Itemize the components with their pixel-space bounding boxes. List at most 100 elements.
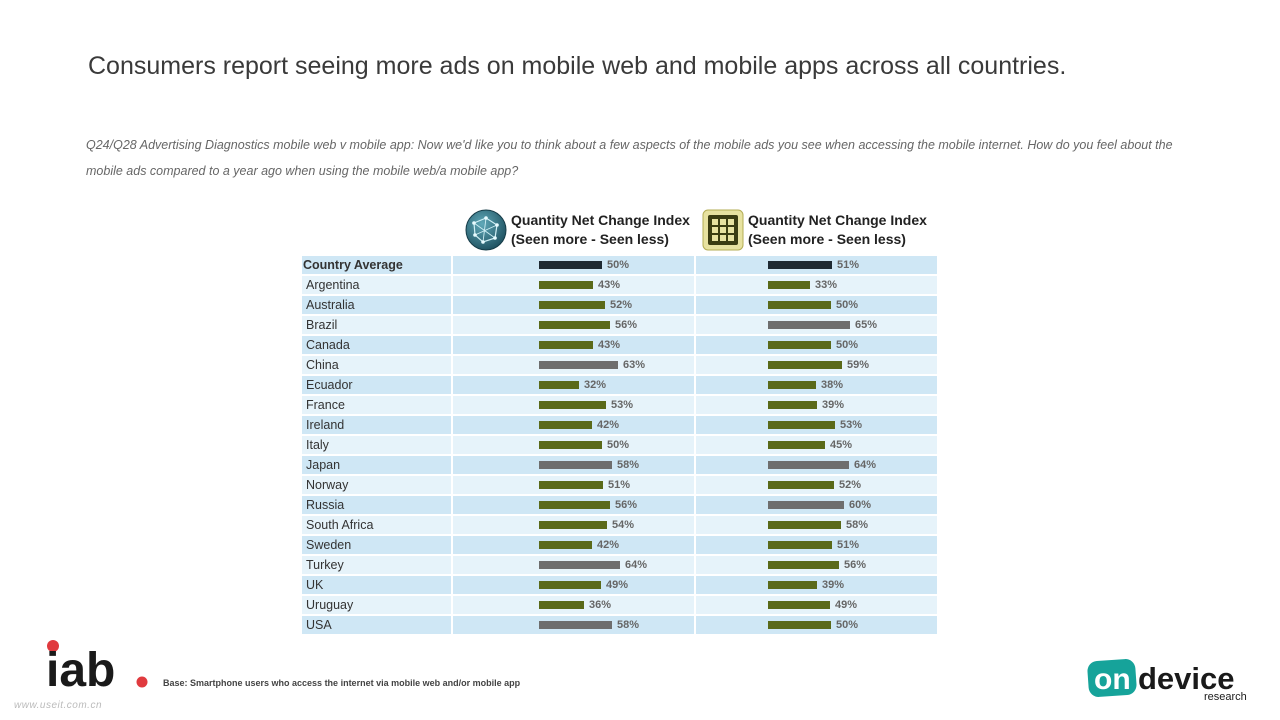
data-bar — [768, 581, 817, 589]
data-label: 54% — [612, 519, 635, 531]
data-bar — [768, 501, 844, 509]
data-bar — [539, 381, 579, 389]
bar-cell: 33% — [696, 276, 937, 294]
data-bar — [768, 381, 816, 389]
table-row: Ireland 42% 53% — [302, 416, 938, 434]
data-bar — [768, 461, 849, 469]
column-header-subtitle: (Seen more - Seen less) — [748, 231, 906, 247]
bar-cell: 42% — [453, 416, 694, 434]
column-header-mobile-web: Quantity Net Change Index (Seen more - S… — [465, 206, 690, 254]
data-bar — [539, 361, 618, 369]
svg-text:device: device — [1138, 661, 1235, 696]
data-label: 56% — [844, 559, 867, 571]
country-label: Norway — [302, 476, 451, 494]
bar-cell: 50% — [453, 436, 694, 454]
bar-cell: 59% — [696, 356, 937, 374]
data-label: 58% — [846, 519, 869, 531]
data-label: 42% — [597, 419, 620, 431]
bar-cell: 64% — [696, 456, 937, 474]
table-row: Russia 56% 60% — [302, 496, 938, 514]
bar-cell: 52% — [696, 476, 937, 494]
column-header-mobile-app: Quantity Net Change Index (Seen more - S… — [702, 206, 927, 254]
bar-cell: 65% — [696, 316, 937, 334]
data-label: 63% — [623, 359, 646, 371]
data-bar — [539, 321, 610, 329]
data-label: 53% — [611, 399, 634, 411]
data-bar — [539, 341, 593, 349]
country-label: Ecuador — [302, 376, 451, 394]
data-label: 51% — [837, 259, 860, 271]
data-bar — [539, 401, 606, 409]
data-label: 43% — [598, 339, 621, 351]
country-label: Turkey — [302, 556, 451, 574]
bar-cell: 56% — [453, 496, 694, 514]
question-text: Q24/Q28 Advertising Diagnostics mobile w… — [86, 138, 1173, 178]
globe-icon — [465, 209, 507, 251]
data-label: 64% — [625, 559, 648, 571]
country-label: China — [302, 356, 451, 374]
bar-cell: 43% — [453, 276, 694, 294]
bar-cell: 52% — [453, 296, 694, 314]
table-row: Ecuador 32% 38% — [302, 376, 938, 394]
bar-cell: 39% — [696, 576, 937, 594]
bar-cell: 63% — [453, 356, 694, 374]
data-label: 50% — [836, 619, 859, 631]
data-bar — [768, 301, 831, 309]
bar-cell: 43% — [453, 336, 694, 354]
data-label: 39% — [822, 579, 845, 591]
bar-cell: 50% — [696, 616, 937, 634]
data-label: 50% — [836, 339, 859, 351]
data-bar — [539, 601, 584, 609]
data-bar — [768, 341, 831, 349]
country-label: Italy — [302, 436, 451, 454]
bar-cell: 51% — [696, 256, 937, 274]
bar-cell: 50% — [453, 256, 694, 274]
data-bar — [768, 441, 825, 449]
country-label: Russia — [302, 496, 451, 514]
data-label: 33% — [815, 279, 838, 291]
bar-cell: 53% — [696, 416, 937, 434]
country-label: Australia — [302, 296, 451, 314]
bar-cell: 36% — [453, 596, 694, 614]
bar-cell: 64% — [453, 556, 694, 574]
column-header-text: Quantity Net Change Index (Seen more - S… — [511, 211, 690, 249]
data-label: 45% — [830, 439, 853, 451]
data-bar — [539, 301, 605, 309]
table-row: Brazil 56% 65% — [302, 316, 938, 334]
bar-cell: 51% — [696, 536, 937, 554]
bar-cell: 53% — [453, 396, 694, 414]
data-bar — [539, 581, 601, 589]
country-label: Sweden — [302, 536, 451, 554]
svg-text:on: on — [1094, 663, 1131, 696]
data-label: 42% — [597, 539, 620, 551]
data-bar — [539, 461, 612, 469]
data-bar — [539, 521, 607, 529]
bar-cell: 39% — [696, 396, 937, 414]
data-bar — [539, 541, 592, 549]
data-label: 39% — [822, 399, 845, 411]
table-row: Turkey 64% 56% — [302, 556, 938, 574]
bar-cell: 38% — [696, 376, 937, 394]
data-label: 38% — [821, 379, 844, 391]
table-row: France 53% 39% — [302, 396, 938, 414]
data-label: 51% — [608, 479, 631, 491]
footer-base-note: Base: Smartphone users who access the in… — [163, 678, 521, 688]
table-row: Argentina 43% 33% — [302, 276, 938, 294]
data-label: 56% — [615, 499, 638, 511]
data-label: 59% — [847, 359, 870, 371]
column-header-title: Quantity Net Change Index — [748, 212, 927, 228]
data-bar — [539, 481, 603, 489]
data-label: 52% — [610, 299, 633, 311]
bar-cell: 58% — [696, 516, 937, 534]
country-label: Argentina — [302, 276, 451, 294]
data-bar — [768, 541, 832, 549]
table-row: Sweden 42% 51% — [302, 536, 938, 554]
bar-chart-table: Country Average 50% 51% Argentina 43% 33% Aust… — [302, 256, 938, 636]
data-label: 50% — [607, 439, 630, 451]
data-label: 52% — [839, 479, 862, 491]
table-row: China 63% 59% — [302, 356, 938, 374]
table-row: USA 58% 50% — [302, 616, 938, 634]
bar-cell: 50% — [696, 296, 937, 314]
bar-cell: 51% — [453, 476, 694, 494]
data-bar — [539, 501, 610, 509]
